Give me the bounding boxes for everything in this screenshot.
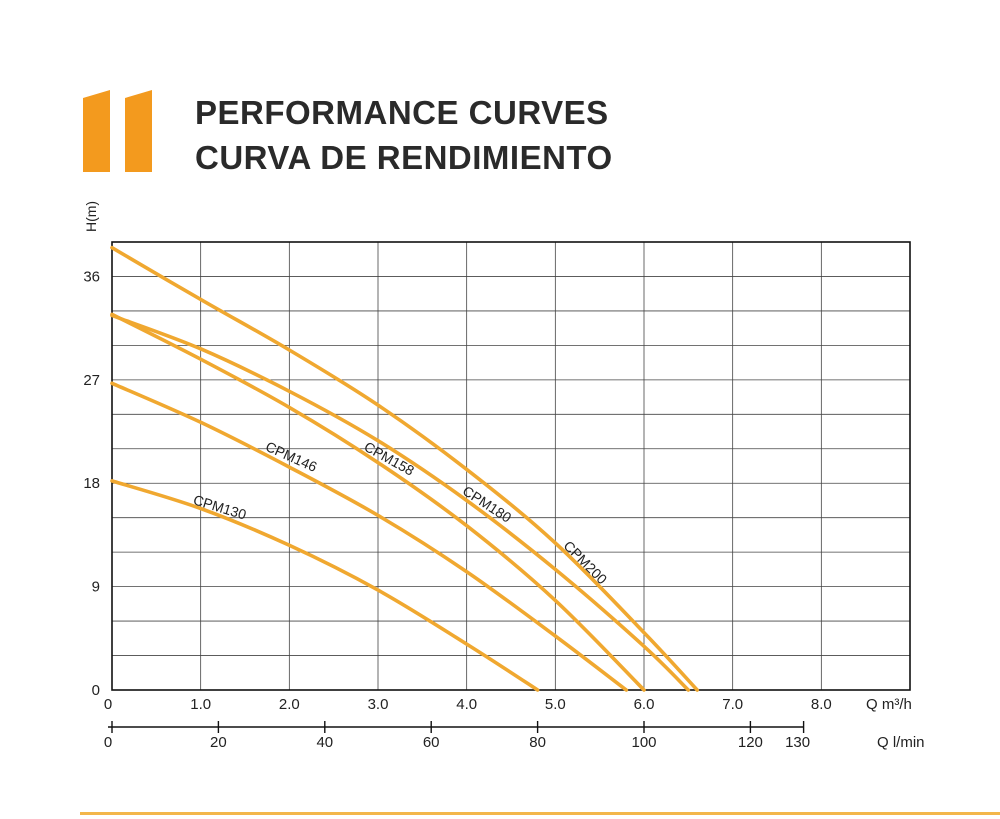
x2-tick-label: 0 (104, 734, 112, 751)
plot-frame (111, 241, 911, 691)
y-tick-label: 18 (83, 475, 100, 492)
curve-cpm130 (110, 479, 540, 692)
curve-cpm200 (110, 245, 699, 692)
x-tick-label: 2.0 (279, 696, 300, 713)
x2-tick-label: 40 (316, 734, 333, 751)
x-axis-label: Q m³/h (866, 696, 912, 713)
y-tick-label: 9 (92, 579, 100, 596)
x2-tick-label: 130 (785, 734, 810, 751)
x-tick-label: 7.0 (722, 696, 743, 713)
series-label-cpm180: CPM180 (460, 483, 515, 526)
y-tick-label: 36 (83, 268, 100, 285)
x-tick-label: 6.0 (634, 696, 655, 713)
y-axis-label: H(m) (83, 201, 99, 232)
x2-tick-label: 60 (423, 734, 440, 751)
x2-tick-label: 100 (631, 734, 656, 751)
y-tick-label: 0 (92, 682, 100, 699)
page-title: PERFORMANCE CURVES (195, 94, 609, 131)
curve-cpm158 (110, 312, 646, 692)
curve-cpm146 (110, 381, 629, 692)
x-tick-label: 1.0 (190, 696, 211, 713)
x2-tick-label: 20 (210, 734, 227, 751)
x-tick-label: 0 (104, 696, 112, 713)
x2-axis-label: Q l/min (877, 734, 925, 751)
x-tick-label: 5.0 (545, 696, 566, 713)
curve-cpm180 (110, 313, 691, 692)
x-tick-label: 3.0 (368, 696, 389, 713)
x-tick-label: 8.0 (811, 696, 832, 713)
x-tick-label: 4.0 (456, 696, 477, 713)
bottom-divider (80, 812, 1000, 815)
quote-mark-icon (83, 90, 152, 172)
x2-tick-label: 120 (738, 734, 763, 751)
y-tick-label: 27 (83, 372, 100, 389)
page-subtitle: CURVA DE RENDIMIENTO (195, 139, 613, 176)
x2-tick-label: 80 (529, 734, 546, 751)
